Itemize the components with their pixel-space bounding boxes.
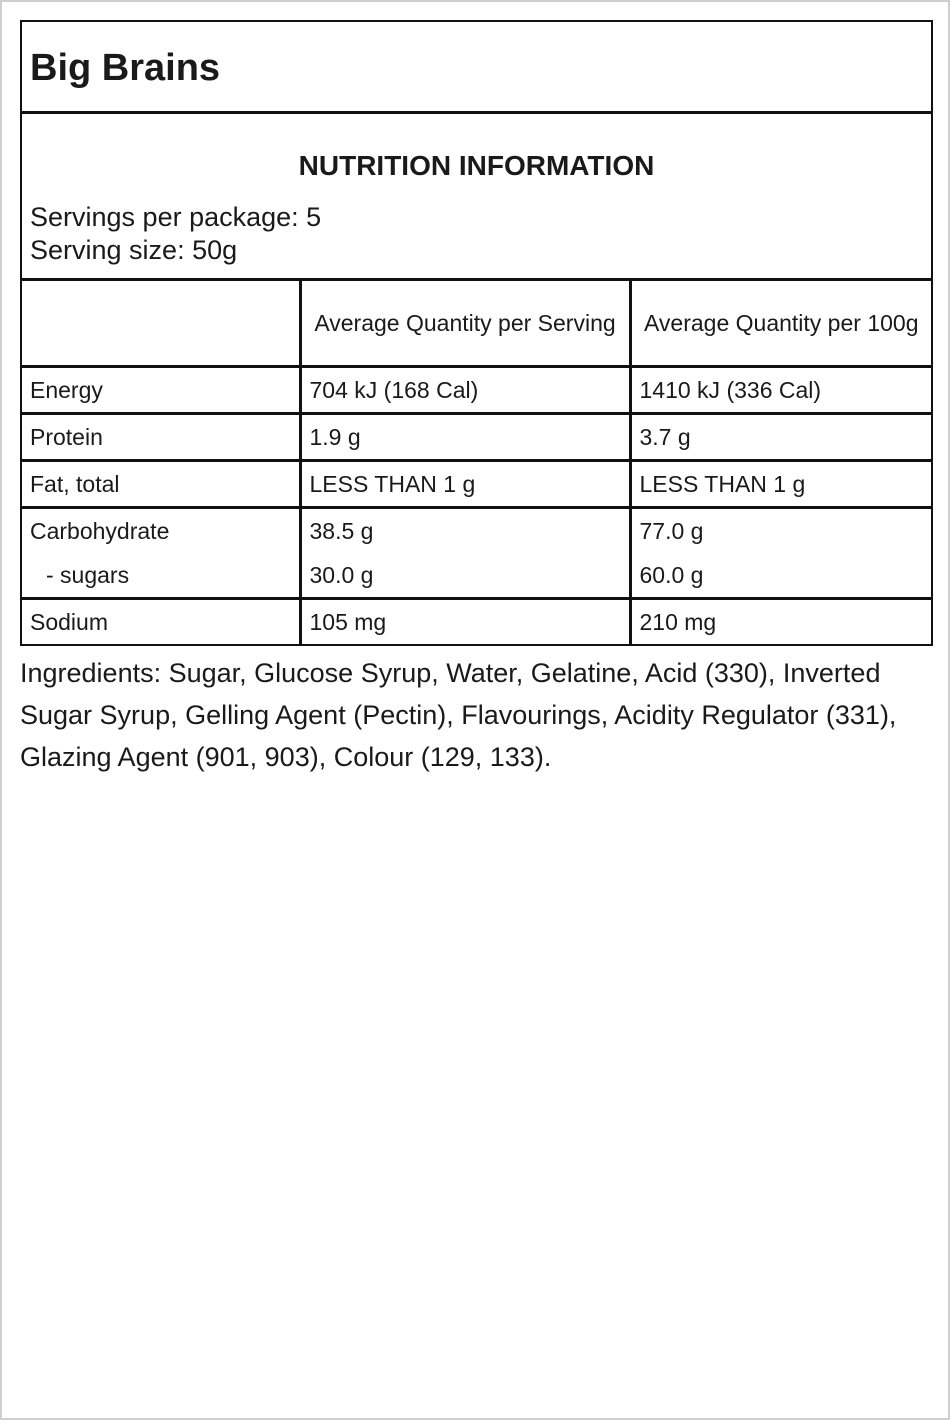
table-cell: LESS THAN 1 g bbox=[628, 459, 931, 509]
table-cell: 3.7 g bbox=[628, 412, 931, 462]
table-cell: Protein bbox=[22, 412, 302, 462]
serving-size: Serving size: 50g bbox=[30, 235, 238, 265]
table-cell: Fat, total bbox=[22, 459, 302, 509]
nutrient-value: 30.0 g bbox=[309, 562, 374, 588]
nutrient-row: Energy 704 kJ (168 Cal) 1410 kJ (336 Cal) bbox=[22, 366, 931, 415]
table-cell: 77.0 g 60.0 g bbox=[628, 506, 931, 600]
nutrient-value: LESS THAN 1 g bbox=[639, 471, 806, 497]
product-title: Big Brains bbox=[22, 22, 931, 114]
nutrient-value: 1410 kJ (336 Cal) bbox=[639, 377, 822, 403]
nutrient-row: Fat, total LESS THAN 1 g LESS THAN 1 g bbox=[22, 459, 931, 509]
info-panel: NUTRITION INFORMATION Servings per packa… bbox=[22, 114, 931, 281]
table-cell: Energy bbox=[22, 366, 302, 415]
nutrient-name: Protein bbox=[30, 424, 103, 450]
header-cell: Average Quantity per 100g bbox=[628, 281, 931, 368]
header-cell: Average Quantity per Serving bbox=[298, 281, 632, 368]
nutrient-name: Energy bbox=[30, 377, 103, 403]
table-cell: Carbohydrate - sugars bbox=[22, 506, 302, 600]
table-cell: 38.5 g 30.0 g bbox=[298, 506, 632, 600]
header-row: Average Quantity per Serving Average Qua… bbox=[22, 281, 931, 368]
table-cell: 1.9 g bbox=[298, 412, 632, 462]
header-cell bbox=[22, 281, 302, 368]
nutrient-row: Sodium 105 mg 210 mg bbox=[22, 597, 931, 644]
nutrient-name: Sodium bbox=[30, 609, 108, 635]
nutrient-value: 77.0 g bbox=[639, 518, 704, 544]
table-cell: 210 mg bbox=[628, 597, 931, 644]
panel-heading: NUTRITION INFORMATION bbox=[298, 150, 655, 181]
nutrient-row: Carbohydrate - sugars 38.5 g 30.0 g 77.0 g 60… bbox=[22, 506, 931, 600]
nutrient-value: 704 kJ (168 Cal) bbox=[309, 377, 479, 403]
table-cell: 1410 kJ (336 Cal) bbox=[628, 366, 931, 415]
nutrition-table: Average Quantity per Serving Average Qua… bbox=[22, 281, 931, 644]
nutrient-name: Fat, total bbox=[30, 471, 120, 497]
nutrient-value: 60.0 g bbox=[639, 562, 704, 588]
ingredients: Ingredients: Sugar, Glucose Syrup, Water… bbox=[20, 658, 897, 772]
table-cell: 704 kJ (168 Cal) bbox=[298, 366, 632, 415]
nutrient-value: 1.9 g bbox=[309, 424, 361, 450]
nutrient-value: 210 mg bbox=[639, 609, 717, 635]
table-cell: Sodium bbox=[22, 597, 302, 644]
nutrient-value: 3.7 g bbox=[639, 424, 691, 450]
table-cell: 105 mg bbox=[298, 597, 632, 644]
nutrient-row: Protein 1.9 g 3.7 g bbox=[22, 412, 931, 462]
nutrition-label: Big Brains NUTRITION INFORMATION Serving… bbox=[20, 20, 933, 646]
nutrient-name: Carbohydrate bbox=[30, 518, 170, 544]
table-body: Energy 704 kJ (168 Cal) 1410 kJ (336 Cal) P… bbox=[22, 366, 931, 644]
table-cell: LESS THAN 1 g bbox=[298, 459, 632, 509]
servings-per-package: Servings per package: 5 bbox=[30, 202, 322, 232]
nutrient-value: 38.5 g bbox=[309, 518, 374, 544]
nutrient-name: - sugars bbox=[46, 562, 130, 588]
nutrient-value: 105 mg bbox=[309, 609, 387, 635]
nutrient-value: LESS THAN 1 g bbox=[309, 471, 476, 497]
